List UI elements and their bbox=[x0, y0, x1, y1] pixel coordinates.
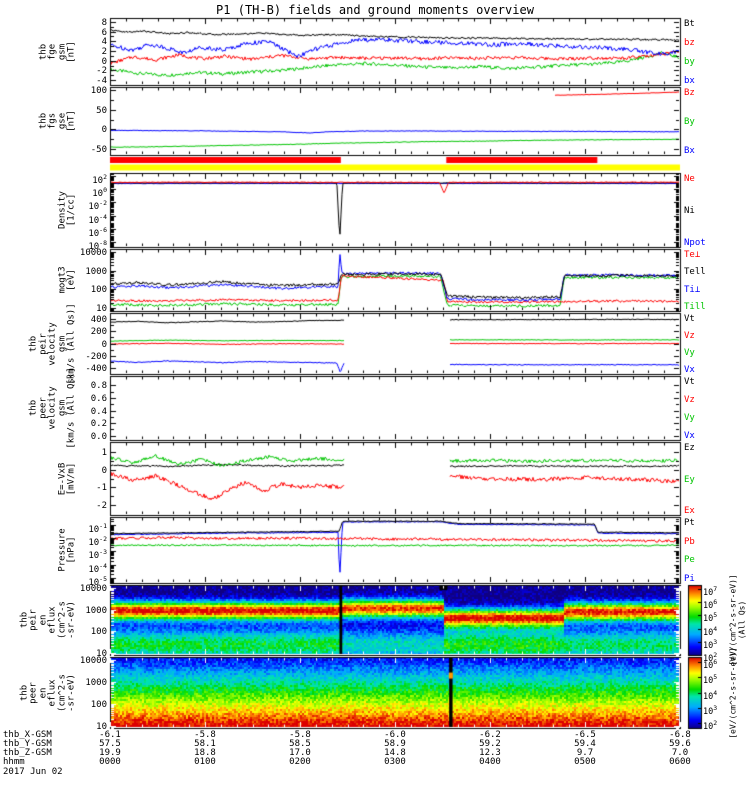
plot-title: P1 (TH-B) fields and ground moments over… bbox=[216, 3, 534, 17]
